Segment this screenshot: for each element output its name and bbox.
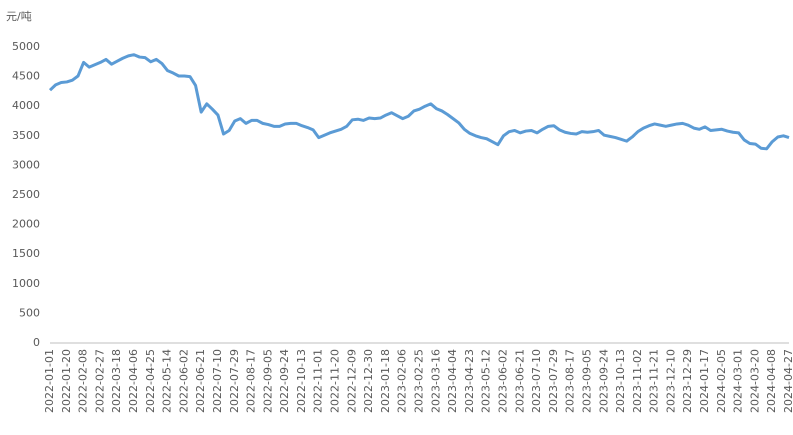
- x-tick-label: 2023-04-23: [463, 349, 476, 413]
- x-tick-label: 2022-12-30: [362, 349, 375, 413]
- x-tick-label: 2023-02-25: [413, 349, 426, 413]
- x-tick-label: 2023-06-21: [513, 349, 526, 413]
- y-tick-label: 4000: [12, 99, 40, 112]
- x-tick-label: 2023-07-29: [547, 349, 560, 413]
- x-tick-label: 2023-11-21: [648, 349, 661, 413]
- x-tick-label: 2023-09-24: [597, 349, 610, 413]
- x-tick-label: 2023-08-17: [564, 349, 577, 413]
- x-tick-label: 2022-04-25: [144, 349, 157, 413]
- x-tick-label: 2023-04-04: [446, 349, 459, 413]
- x-tick-label: 2022-07-10: [211, 349, 224, 413]
- x-tick-label: 2022-11-01: [312, 349, 325, 413]
- x-tick-label: 2023-06-02: [496, 349, 509, 413]
- x-tick-label: 2022-06-21: [194, 349, 207, 413]
- x-tick-label: 2022-02-08: [77, 349, 90, 413]
- y-tick-label: 4500: [12, 70, 40, 83]
- y-tick-label: 3000: [12, 158, 40, 171]
- x-tick-label: 2023-05-12: [480, 349, 493, 413]
- x-tick-label: 2022-04-06: [127, 349, 140, 413]
- x-tick-label: 2022-12-09: [345, 349, 358, 413]
- y-tick-label: 3500: [12, 129, 40, 142]
- x-tick-label: 2022-08-17: [245, 349, 258, 413]
- x-tick-label: 2024-03-20: [748, 349, 761, 413]
- x-tick-label: 2022-11-20: [329, 349, 342, 413]
- y-tick-label: 1500: [12, 247, 40, 260]
- x-tick-label: 2024-03-01: [732, 349, 745, 413]
- x-tick-label: 2023-03-16: [429, 349, 442, 413]
- x-tick-label: 2023-11-02: [631, 349, 644, 413]
- x-tick-label: 2023-12-29: [681, 349, 694, 413]
- data-line: [48, 53, 790, 151]
- y-tick-label: 500: [19, 306, 40, 319]
- x-tick-label: 2023-07-10: [530, 349, 543, 413]
- y-tick-label: 2500: [12, 188, 40, 201]
- x-tick-label: 2024-04-08: [765, 349, 778, 413]
- y-axis-label: 元/吨: [6, 10, 32, 23]
- y-tick-label: 2000: [12, 218, 40, 231]
- x-tick-label: 2022-09-05: [261, 349, 274, 413]
- x-tick-label: 2022-05-14: [161, 349, 174, 413]
- x-tick-label: 2022-03-18: [110, 349, 123, 413]
- x-tick-label: 2023-10-13: [614, 349, 627, 413]
- x-tick-label: 2023-12-10: [664, 349, 677, 413]
- x-tick-label: 2024-02-05: [715, 349, 728, 413]
- x-tick-label: 2024-04-27: [782, 349, 793, 413]
- x-tick-label: 2023-01-18: [379, 349, 392, 413]
- y-tick-label: 1000: [12, 277, 40, 290]
- y-tick-label: 0: [33, 336, 40, 349]
- x-tick-label: 2022-01-01: [43, 349, 56, 413]
- x-tick-label: 2022-06-02: [177, 349, 190, 413]
- x-tick-label: 2022-10-13: [295, 349, 308, 413]
- y-tick-label: 5000: [12, 40, 40, 53]
- x-tick-label: 2022-09-24: [278, 349, 291, 413]
- x-tick-label: 2022-02-27: [93, 349, 106, 413]
- x-tick-label: 2023-02-06: [396, 349, 409, 413]
- x-tick-label: 2022-01-20: [60, 349, 73, 413]
- x-tick-label: 2024-01-17: [698, 349, 711, 413]
- x-tick-label: 2022-07-29: [228, 349, 241, 413]
- x-tick-label: 2023-09-05: [580, 349, 593, 413]
